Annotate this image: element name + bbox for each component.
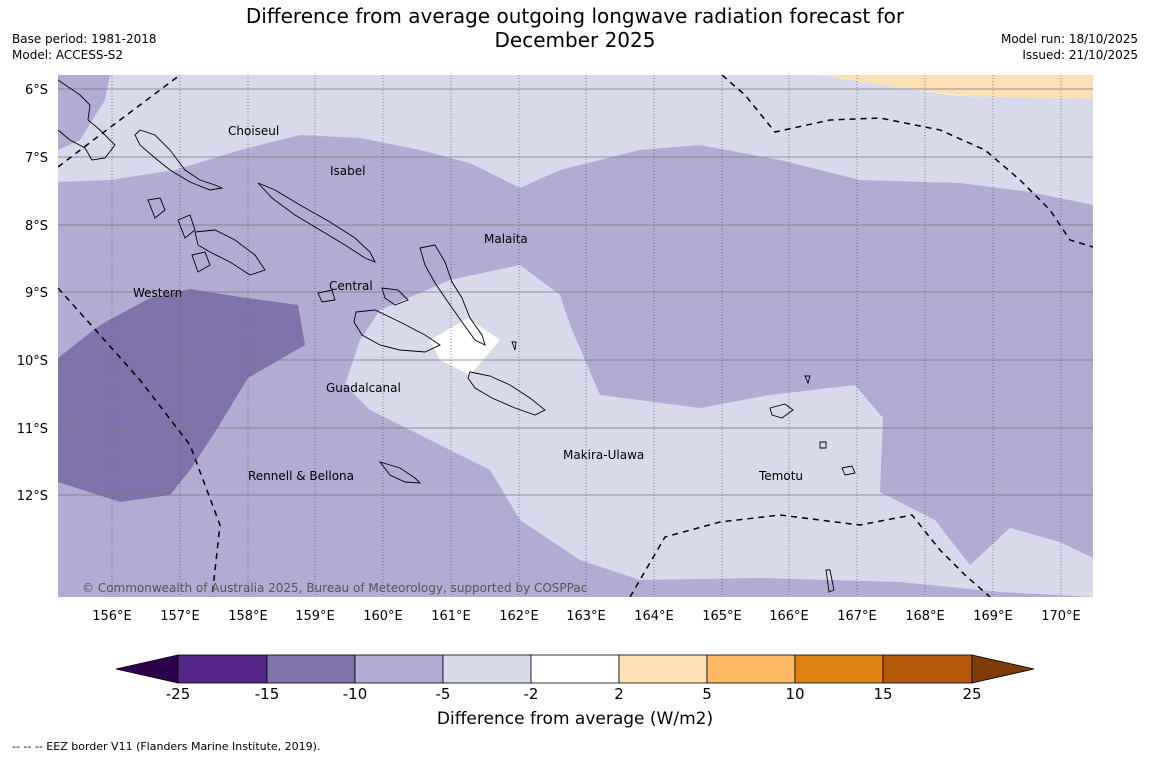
- meta-left: Base period: 1981-2018 Model: ACCESS-S2: [12, 31, 157, 63]
- lon-label: 160°E: [363, 609, 403, 624]
- region-label-choiseul: Choiseul: [228, 124, 279, 138]
- colorbar-label: Difference from average (W/m2): [436, 709, 714, 729]
- colorbar-bin: [266, 654, 356, 684]
- lat-label: 9°S: [25, 286, 48, 301]
- lon-label: 167°E: [837, 609, 877, 624]
- colorbar-bin: [177, 654, 268, 684]
- coastlines: [58, 79, 856, 593]
- longitude-labels: 156°E 157°E 158°E 159°E 160°E 161°E 162°…: [92, 609, 1081, 624]
- map-plot-area: Choiseul Isabel Malaita Western Central …: [58, 75, 1093, 597]
- model-run: Model run: 18/10/2025: [1000, 32, 1138, 46]
- anomaly-field-m2-2: [430, 318, 500, 375]
- anomaly-field-m15-m10: [58, 289, 305, 502]
- lon-label: 170°E: [1041, 609, 1081, 624]
- anomaly-field-m10-m5: [58, 135, 1093, 597]
- title-line-1: Difference from average outgoing longwav…: [245, 4, 905, 28]
- eez-legend-note: -- -- -- EEZ border V11 (Flanders Marine…: [12, 740, 321, 753]
- colorbar-bin: [882, 654, 973, 684]
- colorbar-tick: 25: [962, 685, 981, 700]
- eez-borders: [58, 75, 1093, 597]
- region-label-makira-ulawa: Makira-Ulawa: [563, 448, 644, 462]
- lat-label: 8°S: [25, 219, 48, 234]
- lon-label: 166°E: [769, 609, 809, 624]
- lon-label: 157°E: [160, 609, 200, 624]
- colorbar-tick: -10: [343, 685, 368, 700]
- region-label-western: Western: [133, 286, 182, 300]
- colorbar-bin: [618, 654, 708, 684]
- colorbar-tick: -5: [436, 685, 451, 700]
- colorbar-extend-high: [971, 654, 1035, 684]
- colorbar-bin: [530, 654, 620, 684]
- lon-label: 156°E: [92, 609, 132, 624]
- region-label-guadalcanal: Guadalcanal: [326, 381, 401, 395]
- meta-right: Model run: 18/10/2025 Issued: 21/10/2025: [1001, 31, 1138, 63]
- lon-label: 162°E: [499, 609, 539, 624]
- colorbar-bin: [442, 654, 532, 684]
- chart-title: Difference from average outgoing longwav…: [200, 4, 950, 52]
- colorbar-ticks: -25 -15 -10 -5 -2 2 5 10 15 25: [166, 685, 982, 700]
- lon-label: 158°E: [228, 609, 268, 624]
- lon-label: 159°E: [295, 609, 335, 624]
- lon-label: 164°E: [634, 609, 674, 624]
- latitude-labels: 6°S 7°S 8°S 9°S 10°S 11°S 12°S: [17, 83, 48, 504]
- anomaly-field-2-5: [820, 75, 1093, 99]
- lat-label: 6°S: [25, 83, 48, 98]
- lat-label: 12°S: [17, 489, 48, 504]
- lat-label: 7°S: [25, 151, 48, 166]
- anomaly-field-m10-m5-north: [58, 75, 110, 150]
- colorbar-tick: -15: [255, 685, 280, 700]
- colorbar-tick: -2: [524, 685, 539, 700]
- lat-label: 11°S: [17, 422, 48, 437]
- lon-label: 169°E: [973, 609, 1013, 624]
- colorbar-tick: 10: [785, 685, 804, 700]
- latitude-gridlines: [58, 88, 1093, 496]
- colorbar-tick: 15: [873, 685, 892, 700]
- colorbar-tick: 2: [614, 685, 624, 700]
- colorbar-bin: [706, 654, 796, 684]
- model-name: Model: ACCESS-S2: [12, 48, 124, 62]
- region-label-temotu: Temotu: [758, 469, 803, 483]
- lon-label: 165°E: [702, 609, 742, 624]
- colorbar-bin: [794, 654, 884, 684]
- title-line-2: December 2025: [494, 28, 656, 52]
- forecast-map: Choiseul Isabel Malaita Western Central …: [17, 75, 1093, 700]
- lat-label: 10°S: [17, 354, 48, 369]
- region-label-rennell-bellona: Rennell & Bellona: [248, 469, 354, 483]
- issued-date: Issued: 21/10/2025: [1022, 48, 1138, 62]
- colorbar-tick: -25: [166, 685, 191, 700]
- region-label-isabel: Isabel: [330, 164, 365, 178]
- colorbar-bin: [354, 654, 444, 684]
- copyright-notice: © Commonwealth of Australia 2025, Bureau…: [82, 581, 587, 595]
- longitude-gridlines: [111, 75, 1062, 597]
- lon-label: 168°E: [905, 609, 945, 624]
- base-period: Base period: 1981-2018: [12, 32, 157, 46]
- colorbar: [115, 654, 1035, 684]
- colorbar-tick: 5: [702, 685, 712, 700]
- lon-label: 163°E: [566, 609, 606, 624]
- region-label-central: Central: [329, 279, 373, 293]
- region-label-malaita: Malaita: [484, 232, 528, 246]
- lon-label: 161°E: [431, 609, 471, 624]
- colorbar-extend-low: [115, 654, 179, 684]
